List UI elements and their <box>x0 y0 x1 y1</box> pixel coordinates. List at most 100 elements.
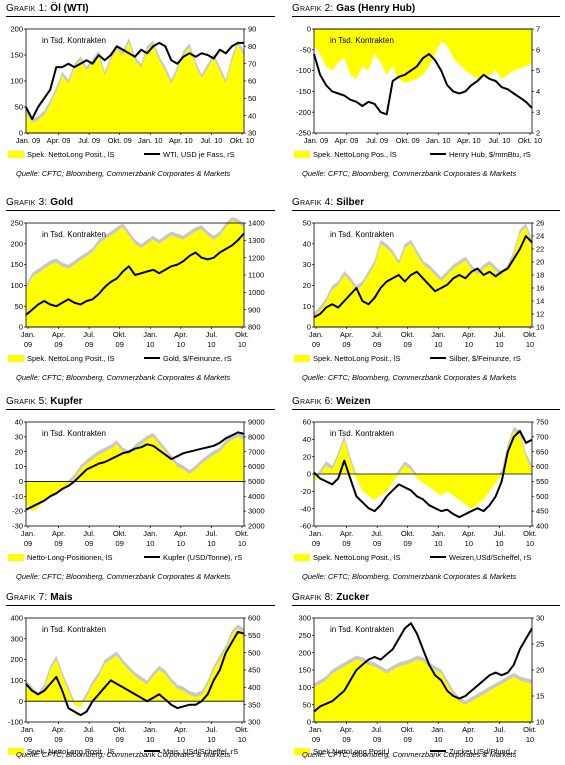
area-series-net-long <box>26 436 244 512</box>
legend-label-area: Spek. NettoLong Pos., lS <box>313 150 397 159</box>
right-axis-tick-label: 7000 <box>248 447 265 456</box>
right-axis-tick-label: 600 <box>248 614 261 623</box>
left-axis-tick-label: 10 <box>15 462 23 471</box>
line-series-price <box>25 232 245 316</box>
right-axis-tick-label: 7 <box>536 25 540 34</box>
x-axis-tick-label-month: Jul. <box>371 330 383 339</box>
area-series-net-long <box>314 29 532 84</box>
unit-note: in Tsd. Kontrakten <box>42 625 106 634</box>
title-rule <box>6 409 275 410</box>
left-axis-tick-label: 300 <box>298 614 311 623</box>
x-axis-tick-label-month: Apr. <box>340 529 353 538</box>
x-axis-tick-label: Jul. 10 <box>200 136 222 145</box>
chart-title: Grafik 8: Zucker <box>292 592 369 603</box>
right-axis-tick-label: 300 <box>248 718 261 727</box>
right-axis-tick-label: 750 <box>536 418 549 427</box>
left-axis-tick-label: -20 <box>12 507 23 516</box>
chart-title: Grafik 5: Kupfer <box>6 396 83 407</box>
left-axis-tick-label: 300 <box>10 634 23 643</box>
chart-number: Grafik 2: <box>292 3 337 14</box>
left-axis-tick-label: 250 <box>10 219 23 228</box>
chart-svg: -100 0 100 200 300 400 300 350 400 450 500 550 600 Ja… <box>8 614 261 756</box>
source-note: Quelle: CFTC; Bloomberg, Commerzbank Cor… <box>302 750 517 759</box>
right-axis-tick-label: 50 <box>248 94 256 103</box>
source-note: Quelle: CFTC; Bloomberg, Commerzbank Cor… <box>16 373 231 382</box>
x-axis-tick-label-year: 09 <box>312 539 320 548</box>
right-axis-tick-label: 350 <box>248 700 261 709</box>
right-axis-tick-label: 25 <box>536 640 544 649</box>
line-series-price <box>25 41 244 121</box>
line-series-price <box>25 630 245 717</box>
x-axis-tick-label-month: Jul. <box>206 529 218 538</box>
right-axis-tick-label: 1400 <box>248 219 265 228</box>
left-axis-tick-label: 20 <box>303 281 311 290</box>
unit-note: in Tsd. Kontrakten <box>42 429 106 438</box>
x-axis-tick-label-month: Jan. <box>21 529 35 538</box>
left-axis-tick-label: -10 <box>12 492 23 501</box>
left-axis-tick-label: 100 <box>298 683 311 692</box>
chart-title: Grafik 7: Mais <box>6 592 73 603</box>
right-axis-tick-label: 18 <box>536 271 544 280</box>
chart-title: Grafik 6: Weizen <box>292 396 371 407</box>
left-axis-tick-label: 50 <box>15 103 23 112</box>
right-axis-tick-label: 5 <box>536 66 540 75</box>
x-axis-tick-label-year: 09 <box>116 735 124 744</box>
x-axis-tick-label-year: 10 <box>526 340 534 349</box>
chart-commodity-name: Weizen <box>336 396 371 407</box>
x-axis-tick-label-month: Apr. <box>462 330 475 339</box>
unit-note: in Tsd. Kontrakten <box>42 36 106 45</box>
left-axis-tick-label: 30 <box>15 432 23 441</box>
title-rule <box>292 16 560 17</box>
x-axis-tick-label-year: 10 <box>238 735 246 744</box>
right-axis-tick-label: 2000 <box>248 522 265 531</box>
x-axis-tick-label-month: Okt. <box>113 725 127 734</box>
x-axis-tick-label-year: 10 <box>434 539 442 548</box>
left-axis-tick-label: -30 <box>12 522 23 531</box>
left-axis-tick-label: -50 <box>300 45 311 54</box>
chart-commodity-name: Kupfer <box>50 396 83 407</box>
chart-number: Grafik 7: <box>6 592 51 603</box>
x-axis-tick-label-year: 10 <box>465 340 473 349</box>
x-axis-tick-label-year: 09 <box>342 340 350 349</box>
left-axis-tick-label: 30 <box>303 260 311 269</box>
title-rule <box>292 409 560 410</box>
area-series-net-long <box>314 659 532 722</box>
left-axis-tick-label: 100 <box>10 281 23 290</box>
x-axis-tick-label-month: Jul. <box>83 529 95 538</box>
x-axis-tick-label-month: Okt. <box>523 330 537 339</box>
legend-label-area: Netto-Long-Positionen, lS <box>27 553 112 562</box>
source-note: Quelle: CFTC; Bloomberg, Commerzbank Cor… <box>16 169 231 178</box>
right-axis-tick-label: 40 <box>248 111 256 120</box>
x-axis-tick-label-year: 09 <box>54 735 62 744</box>
x-axis-tick-label-year: 09 <box>373 735 381 744</box>
left-axis-tick-label: -150 <box>296 87 311 96</box>
chart-commodity-name: Zucker <box>336 592 370 603</box>
x-axis-tick-label-year: 09 <box>312 735 320 744</box>
x-axis-tick-label-year: 09 <box>85 340 93 349</box>
right-axis-tick-label: 550 <box>536 477 549 486</box>
grafik8-panel: Grafik 8: Zucker 0 50 100 150 200 250 300 10 15 20… <box>292 592 560 762</box>
left-axis-tick-label: -20 <box>300 487 311 496</box>
left-axis-tick-label: 200 <box>10 655 23 664</box>
chart-commodity-name: Gas (Henry Hub) <box>336 3 416 14</box>
chart-title: Grafik 3: Gold <box>6 197 73 208</box>
legend-label-line: Weizen,USd/Scheffel, rS <box>449 553 531 562</box>
left-axis-tick-label: 0 <box>19 697 23 706</box>
x-axis-tick-label-month: Okt. <box>401 529 415 538</box>
left-axis-tick-label: 50 <box>303 219 311 228</box>
left-axis-tick-label: 10 <box>303 302 311 311</box>
left-axis-tick-label: 50 <box>303 700 311 709</box>
grafik1-panel: Grafik 1: Öl (WTI) 0 50 100 150 200 30 40 50 60 70… <box>6 3 275 181</box>
right-axis-tick-label: 10 <box>536 718 544 727</box>
x-axis-tick-label-year: 09 <box>312 340 320 349</box>
right-axis-tick-label: 6000 <box>248 462 265 471</box>
left-axis-tick-label: 0 <box>19 323 23 332</box>
legend-label-line: Silber, $/Feinunze, rS <box>449 354 521 363</box>
x-axis-tick-label-month: Apr. <box>52 725 65 734</box>
right-axis-tick-label: 3 <box>536 108 540 117</box>
x-axis-tick-label-month: Jan. <box>21 330 35 339</box>
right-axis-tick-label: 20 <box>536 258 544 267</box>
left-axis-tick-label: 40 <box>303 239 311 248</box>
chart-commodity-name: Gold <box>50 197 74 208</box>
unit-note: in Tsd. Kontrakten <box>330 625 394 634</box>
